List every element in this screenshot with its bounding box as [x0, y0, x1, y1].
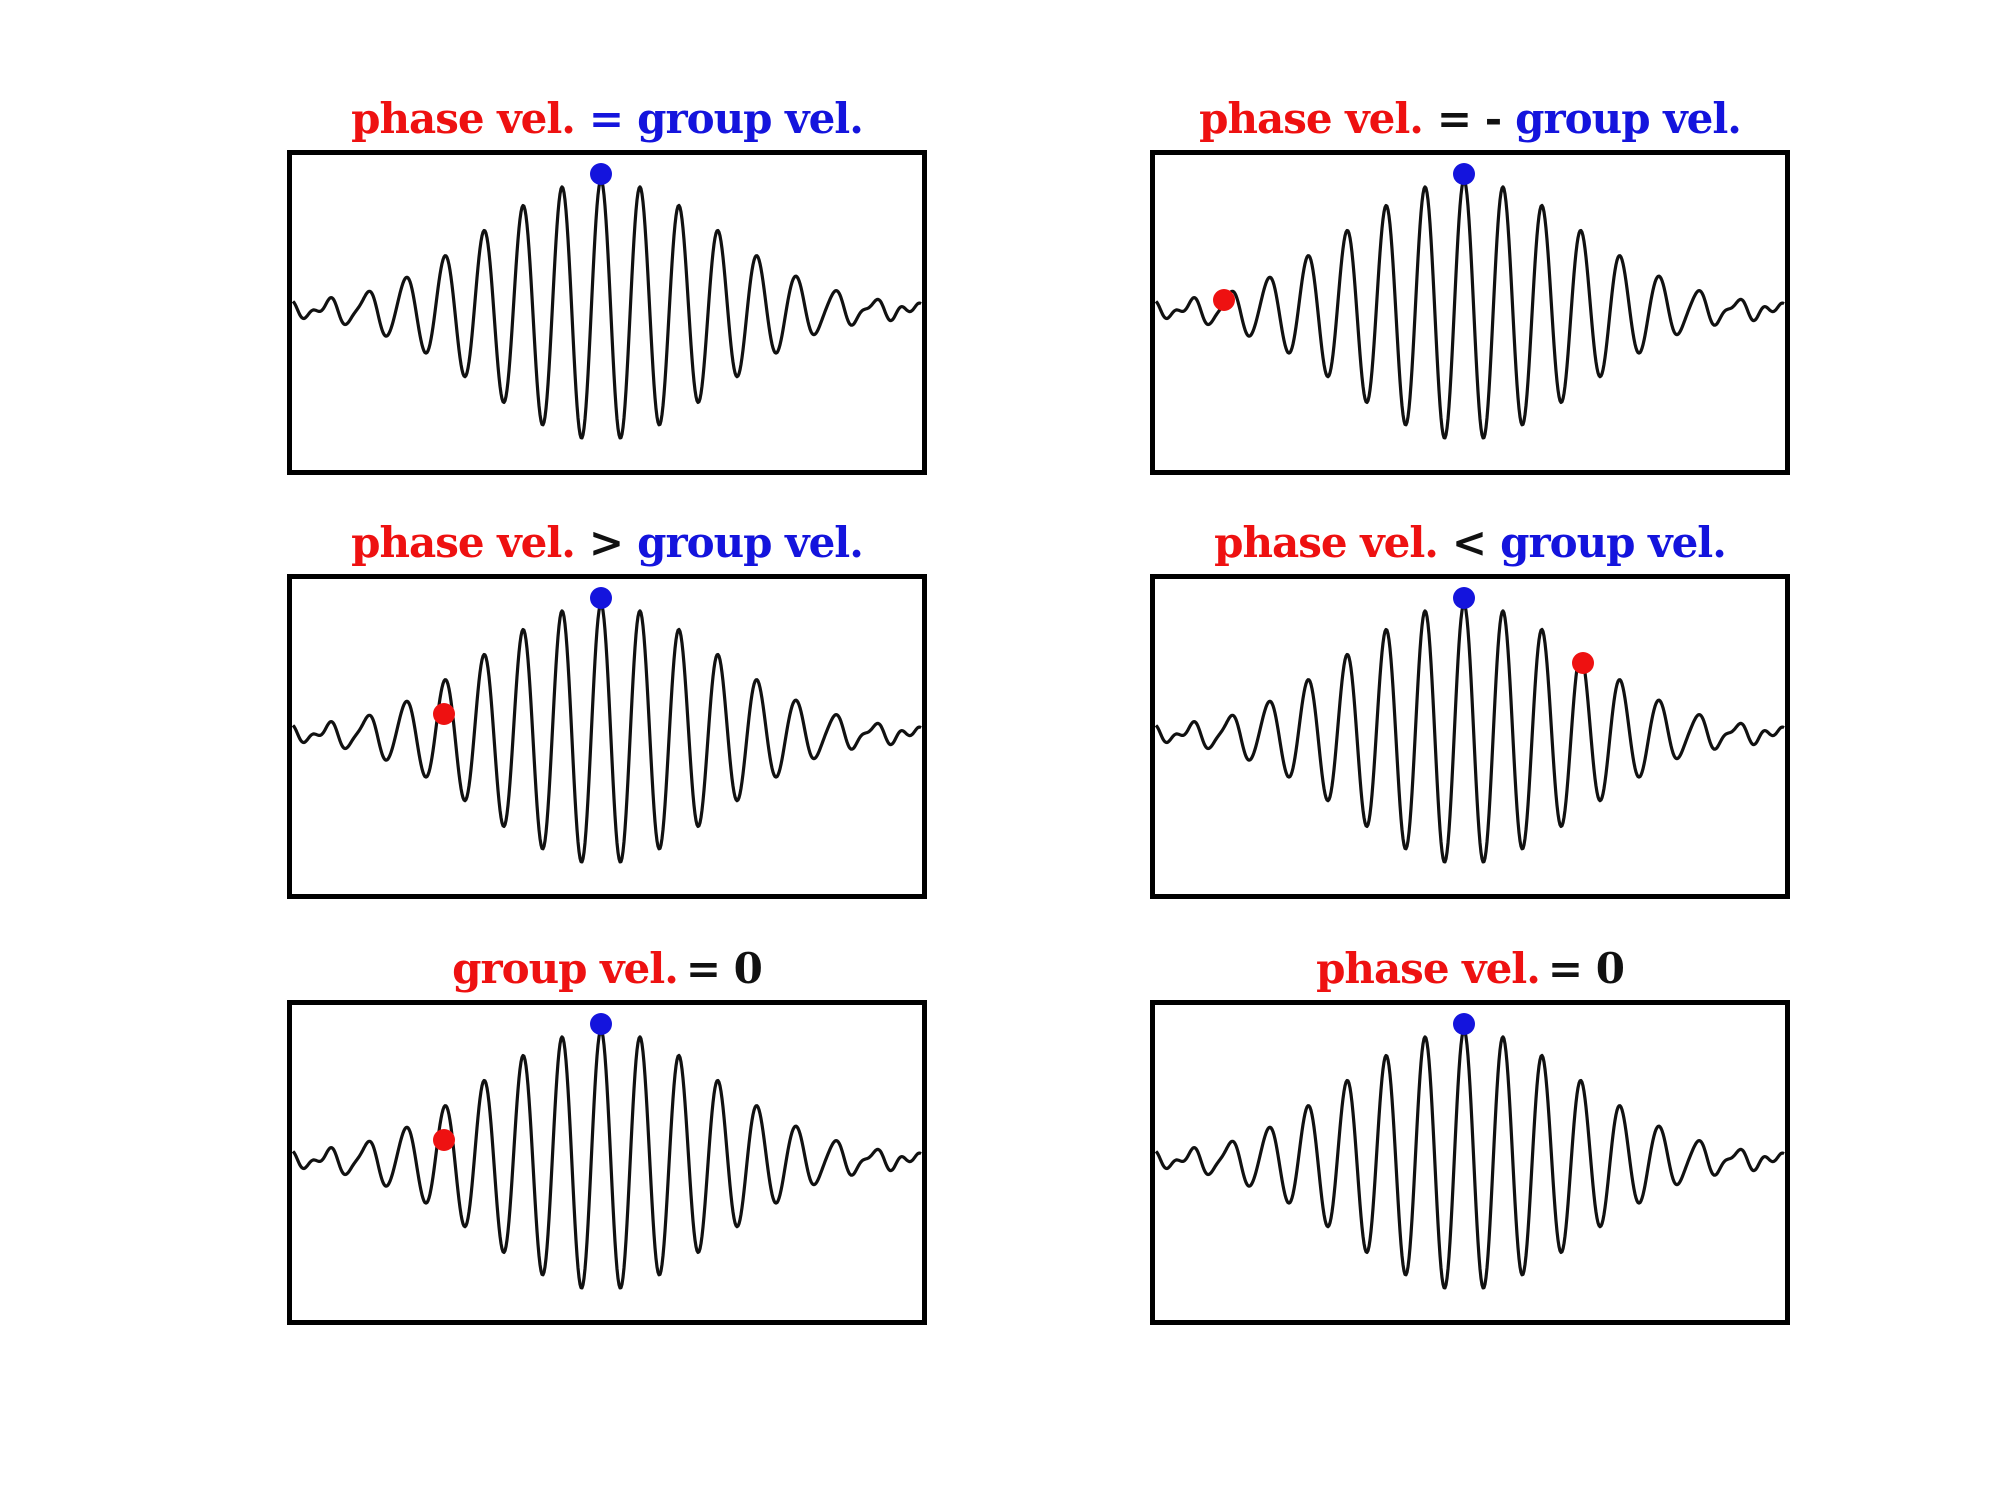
title-part-3: group vel. [637, 518, 864, 567]
panel-phase-greater-than-group: phase vel. > group vel. [287, 512, 927, 924]
panel-title: phase vel. = group vel. [287, 88, 927, 150]
title-part-3: group vel. [1515, 94, 1742, 143]
panel-title: phase vel. < group vel. [1150, 512, 1790, 574]
blue-marker-dot [590, 1013, 612, 1035]
wave-packet-plot [1150, 150, 1790, 475]
blue-marker-dot [1453, 1013, 1475, 1035]
wave-packet-line [291, 1028, 922, 1290]
title-part-2: = 0 [685, 944, 763, 993]
plot-frame [1150, 1000, 1790, 1325]
plot-frame [1150, 574, 1790, 899]
red-marker-dot [1213, 289, 1235, 311]
wave-packet-line [1154, 1028, 1785, 1290]
blue-marker-dot [590, 587, 612, 609]
title-part-1: phase vel. [351, 94, 576, 143]
title-part-2: > [588, 518, 624, 567]
wave-packet-plot [287, 574, 927, 899]
wave-packet-line [291, 178, 922, 440]
wave-packet-line [291, 602, 922, 864]
title-part-2: = [588, 94, 624, 143]
title-part-1: phase vel. [1316, 944, 1541, 993]
panel-title: group vel. = 0 [287, 938, 927, 1000]
panel-phase-velocity-zero: phase vel. = 0 [1150, 938, 1790, 1350]
plot-frame [1150, 150, 1790, 475]
wave-packet-plot [1150, 574, 1790, 899]
panel-title: phase vel. = - group vel. [1150, 88, 1790, 150]
wave-packet-plot [287, 1000, 927, 1325]
wave-packet-plot [1150, 1000, 1790, 1325]
title-part-1: group vel. [452, 944, 679, 993]
wave-packet-line [1154, 602, 1785, 864]
panel-phase-equals-minus-group: phase vel. = - group vel. [1150, 88, 1790, 500]
title-part-2: < [1451, 518, 1487, 567]
plot-frame [287, 574, 927, 899]
plot-frame [287, 1000, 927, 1325]
title-part-2: = - [1436, 94, 1502, 143]
title-part-3: group vel. [1500, 518, 1727, 567]
panel-phase-equals-group: phase vel. = group vel. [287, 88, 927, 500]
plot-frame [287, 150, 927, 475]
blue-marker-dot [590, 163, 612, 185]
title-part-1: phase vel. [351, 518, 576, 567]
title-part-1: phase vel. [1199, 94, 1424, 143]
wave-packet-line [1154, 178, 1785, 440]
title-part-3: group vel. [637, 94, 864, 143]
panel-group-velocity-zero: group vel. = 0 [287, 938, 927, 1350]
panel-title: phase vel. > group vel. [287, 512, 927, 574]
wave-packet-plot [287, 150, 927, 475]
blue-marker-dot [1453, 163, 1475, 185]
blue-marker-dot [1453, 587, 1475, 609]
panel-title: phase vel. = 0 [1150, 938, 1790, 1000]
panel-phase-less-than-group: phase vel. < group vel. [1150, 512, 1790, 924]
title-part-1: phase vel. [1214, 518, 1439, 567]
red-marker-dot [1572, 652, 1594, 674]
title-part-2: = 0 [1547, 944, 1625, 993]
red-marker-dot [433, 1129, 455, 1151]
red-marker-dot [433, 703, 455, 725]
